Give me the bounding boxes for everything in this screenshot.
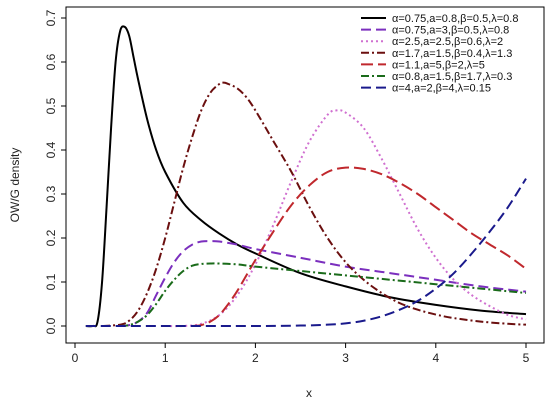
y-tick-label: 0.6 xyxy=(44,53,58,70)
series-line-2 xyxy=(120,240,527,327)
plot-frame xyxy=(65,6,545,344)
y-tick-label: 0.0 xyxy=(44,317,58,334)
legend-label-4: α=1.7,a=1.5,β=0.4,λ=1.3 xyxy=(392,48,512,60)
series-line-6 xyxy=(120,262,527,327)
legend-label-3: α=2.5,a=2.5,β=0.6,λ=2 xyxy=(392,36,503,48)
x-tick-label: 4 xyxy=(432,351,439,365)
legend-label-6: α=0.8,a=1.5,β=1.7,λ=0.3 xyxy=(392,71,512,83)
x-tick-label: 3 xyxy=(342,351,349,365)
x-tick-label: 2 xyxy=(252,351,259,365)
y-axis: 0.0 0.1 0.2 0.3 0.4 0.5 0.6 0.7 xyxy=(44,9,66,334)
legend-label-2: α=0.75,a=3,β=0.5,λ=0.8 xyxy=(392,25,509,37)
series-layer xyxy=(85,25,527,328)
x-axis: 0 1 2 3 4 5 xyxy=(72,343,530,365)
x-tick-label: 0 xyxy=(72,351,79,365)
y-axis-title: OW/G density xyxy=(8,148,22,223)
x-tick-label: 1 xyxy=(162,351,169,365)
series-line-5 xyxy=(192,166,527,327)
y-tick-label: 0.4 xyxy=(44,141,58,158)
legend-label-1: α=0.75,a=0.8,β=0.5,λ=0.8 xyxy=(392,13,518,25)
legend-label-5: α=1.1,a=5,β=2,λ=5 xyxy=(392,59,485,71)
x-tick-label: 5 xyxy=(523,351,530,365)
y-tick-label: 0.7 xyxy=(44,9,58,26)
series-line-3 xyxy=(165,109,527,328)
y-tick-label: 0.5 xyxy=(44,97,58,114)
x-axis-title: x xyxy=(306,386,312,400)
legend-label-7: α=4,a=2,β=4,λ=0.15 xyxy=(392,83,491,95)
series-line-1 xyxy=(85,25,527,328)
series-line-7 xyxy=(85,178,527,328)
y-tick-label: 0.2 xyxy=(44,229,58,246)
y-tick-label: 0.3 xyxy=(44,185,58,202)
series-line-4 xyxy=(101,81,527,327)
legend: α=0.75,a=0.8,β=0.5,λ=0.8α=0.75,a=3,β=0.5… xyxy=(361,13,518,95)
y-tick-label: 0.1 xyxy=(44,273,58,290)
